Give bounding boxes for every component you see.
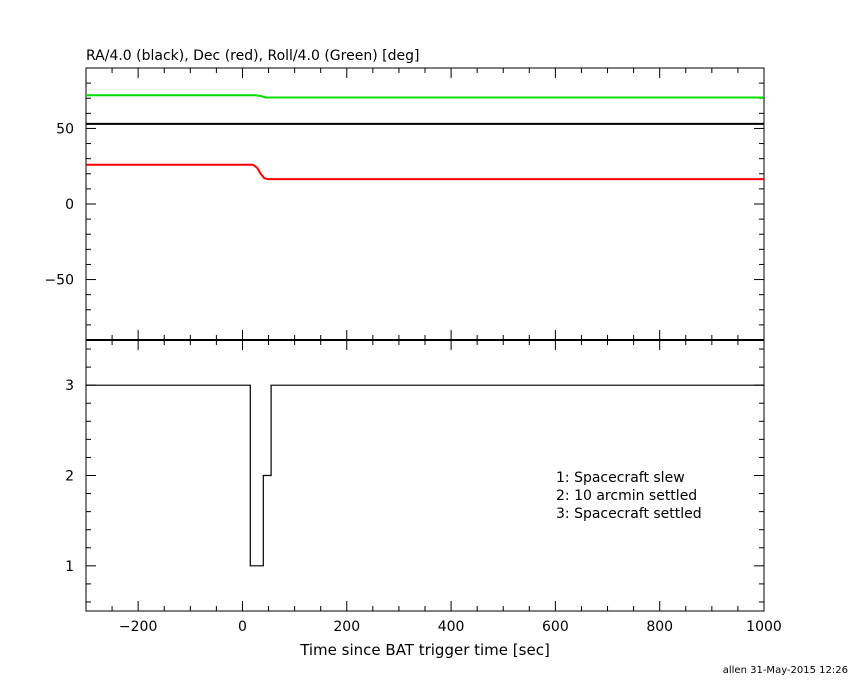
- y-tick-label: 2: [65, 469, 74, 485]
- series-line-0-2: [86, 94, 764, 99]
- y-tick-label: 1: [65, 559, 74, 575]
- y-tick-label: 0: [65, 197, 74, 213]
- x-tick-label: 1000: [746, 619, 782, 635]
- x-tick-label: 0: [238, 619, 247, 635]
- x-axis-label: Time since BAT trigger time [sec]: [299, 641, 550, 659]
- legend-entry: 2: 10 arcmin settled: [556, 488, 697, 504]
- legend-entry: 3: Spacecraft settled: [556, 506, 702, 522]
- top-plot-frame: [85, 67, 765, 341]
- y-tick-label: 50: [56, 121, 74, 137]
- footer-credit: allen 31-May-2015 12:26: [723, 665, 848, 676]
- x-tick-label: 400: [438, 619, 465, 635]
- chart-title: RA/4.0 (black), Dec (red), Roll/4.0 (Gre…: [86, 48, 419, 64]
- legend-entry: 1: Spacecraft slew: [556, 470, 685, 486]
- series-line-1-0: [86, 384, 764, 567]
- x-tick-label: 600: [542, 619, 569, 635]
- y-tick-label: −50: [44, 273, 74, 289]
- x-tick-label: 800: [646, 619, 673, 635]
- x-tick-label: −200: [119, 619, 157, 635]
- series-line-0-1: [86, 163, 764, 181]
- y-tick-label: 3: [65, 378, 74, 394]
- x-tick-label: 200: [333, 619, 360, 635]
